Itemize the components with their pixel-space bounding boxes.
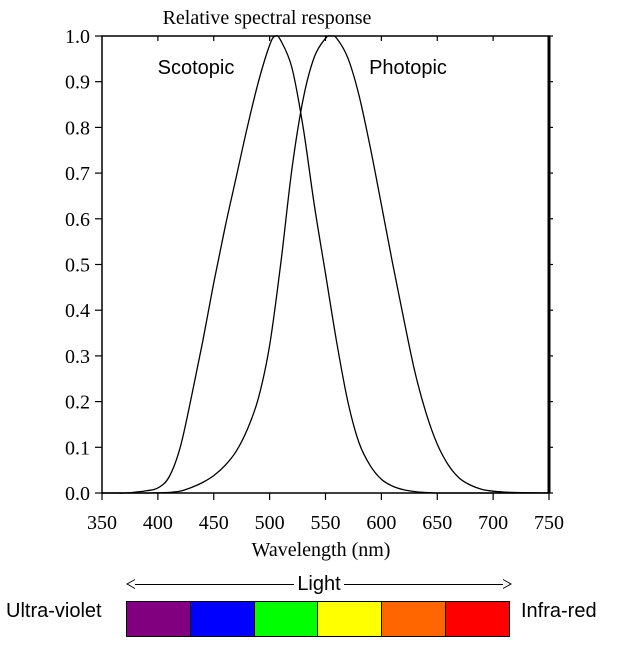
series-label-photopic: Photopic (369, 57, 447, 79)
spectrum-band (446, 602, 509, 636)
x-tick-label: 650 (422, 512, 452, 534)
x-tick-label: 350 (87, 512, 117, 534)
spectrum-band (254, 602, 319, 636)
series-label-scotopic: Scotopic (158, 57, 235, 79)
x-tick-label: 550 (311, 512, 341, 534)
spectrum-band (190, 602, 255, 636)
spectrum-band (382, 602, 447, 636)
chart-title: Relative spectral response (163, 7, 372, 29)
axes: 0.0 0.1 0.2 0.3 0.4 0.5 0.6 0.7 0.8 0.9 1.0 350 400 4… (65, 26, 564, 534)
x-axis-label: Wavelength (nm) (252, 539, 391, 561)
arrow-left-icon (126, 579, 135, 589)
y-tick-label: 0.2 (65, 392, 90, 414)
series-line-scotopic (101, 34, 549, 494)
arrow-right-icon (503, 579, 512, 589)
ultra-violet-label: Ultra-violet (6, 600, 102, 622)
light-arrow: Light (126, 572, 512, 596)
plot-frame (101, 35, 550, 494)
light-label: Light (294, 573, 344, 595)
infra-red-label: Infra-red (521, 600, 597, 622)
spectral-response-chart: Relative spectral response 0.00.10.20.30… (65, 7, 564, 561)
curves (101, 34, 550, 494)
x-tick-label: 450 (199, 512, 229, 534)
spectrum-band (318, 602, 383, 636)
spectrum-bar-section: Light Ultra-violet Infra-red (0, 568, 620, 652)
y-tick-label: 0.3 (65, 346, 90, 368)
y-tick-label: 0.0 (65, 483, 90, 505)
x-tick-label: 500 (255, 512, 285, 534)
y-tick-label: 0.9 (65, 72, 90, 94)
spectrum-bands (126, 601, 510, 637)
y-tick-label: 0.6 (65, 209, 90, 231)
y-tick-label: 1.0 (65, 26, 90, 48)
y-tick-label: 0.1 (65, 437, 90, 459)
y-tick-label: 0.8 (65, 117, 90, 139)
y-tick-label: 0.7 (65, 163, 90, 185)
series-line-photopic (101, 35, 550, 494)
spectrum-band (127, 602, 191, 636)
x-tick-label: 750 (534, 512, 564, 534)
x-tick-label: 600 (366, 512, 396, 534)
y-tick-label: 0.4 (65, 300, 90, 322)
x-tick-label: 400 (143, 512, 173, 534)
y-tick-label: 0.5 (65, 255, 90, 277)
x-tick-label: 700 (478, 512, 508, 534)
